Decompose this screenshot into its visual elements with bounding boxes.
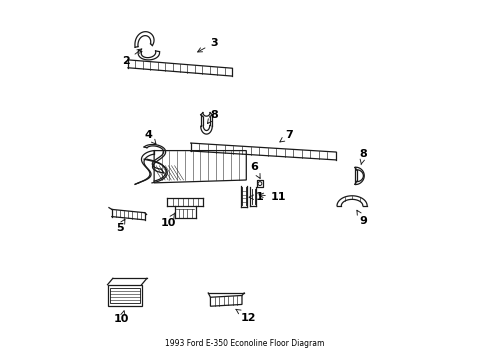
Text: 4: 4 <box>144 130 156 144</box>
Text: 3: 3 <box>197 38 217 52</box>
Text: 8: 8 <box>207 110 218 123</box>
Text: 10: 10 <box>114 311 129 324</box>
Text: 6: 6 <box>250 162 260 179</box>
Text: 5: 5 <box>116 219 125 233</box>
Bar <box>256 180 263 187</box>
Text: 11: 11 <box>259 192 286 202</box>
Text: 9: 9 <box>356 210 367 226</box>
Text: 2: 2 <box>122 49 142 66</box>
Text: 1: 1 <box>248 192 263 202</box>
Bar <box>110 288 140 303</box>
Text: 1993 Ford E-350 Econoline Floor Diagram: 1993 Ford E-350 Econoline Floor Diagram <box>164 339 324 348</box>
Bar <box>107 285 142 306</box>
Text: 10: 10 <box>161 213 176 228</box>
Text: 12: 12 <box>235 309 256 323</box>
Text: 7: 7 <box>279 130 293 142</box>
Text: 8: 8 <box>359 149 366 165</box>
